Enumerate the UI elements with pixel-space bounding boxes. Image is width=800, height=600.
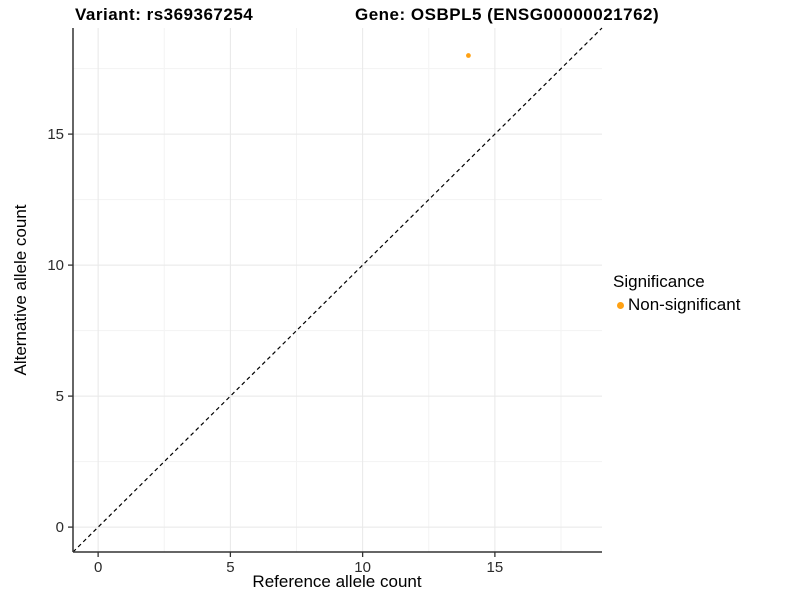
gene-title: Gene: OSBPL5 (ENSG00000021762) [355, 5, 660, 24]
x-tick-label: 5 [226, 559, 234, 576]
x-axis-title: Reference allele count [252, 572, 422, 591]
y-tick-label: 0 [56, 519, 64, 536]
data-point [466, 53, 471, 58]
y-tick-label: 5 [56, 388, 64, 405]
identity-line [72, 27, 603, 553]
x-tick-label: 0 [94, 559, 102, 576]
non-significant-dot-icon [617, 301, 624, 309]
legend-item-non-significant: Non-significant [613, 295, 740, 315]
y-tick-label: 15 [47, 126, 64, 143]
legend-title: Significance [613, 272, 705, 291]
x-tick-label: 10 [354, 559, 371, 576]
x-tick-label: 15 [487, 559, 504, 576]
y-tick-label: 10 [47, 257, 64, 274]
variant-title: Variant: rs369367254 [75, 5, 254, 24]
legend-item-label: Non-significant [628, 295, 741, 314]
legend: Significance Non-significant [613, 272, 740, 315]
y-axis-title: Alternative allele count [11, 204, 30, 376]
